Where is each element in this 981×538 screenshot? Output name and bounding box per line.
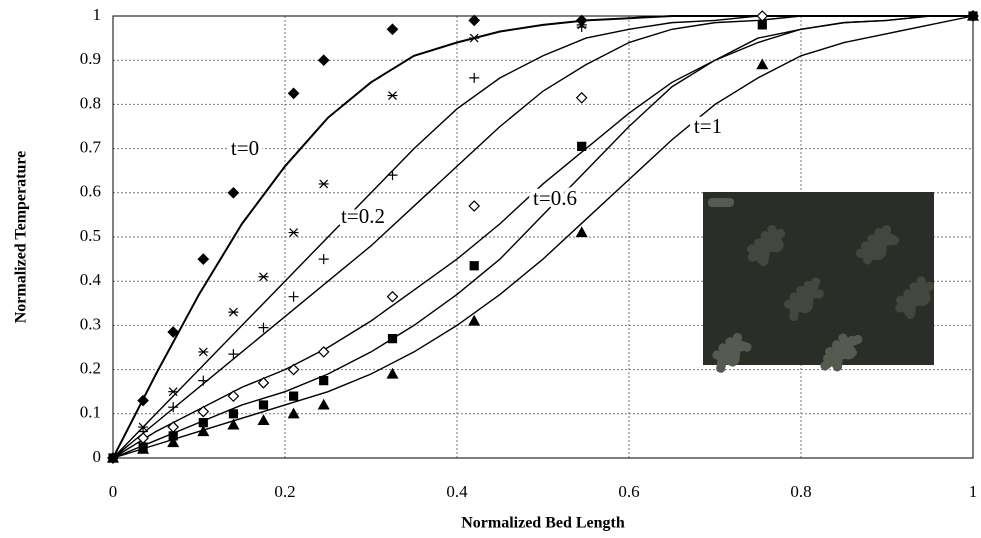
data-point [168, 431, 178, 441]
pellet [874, 228, 900, 245]
data-point [757, 20, 767, 30]
data-point [197, 425, 210, 437]
y-tick-label: 0 [93, 447, 102, 466]
y-tick-label: 0.4 [80, 270, 102, 289]
plot-frame [112, 15, 974, 459]
data-point [317, 346, 330, 358]
y-tick-label: 0.5 [80, 226, 101, 245]
data-point [227, 186, 240, 199]
data-point [469, 261, 479, 271]
data-point [287, 363, 300, 376]
data-point [198, 375, 209, 386]
y-tick-label: 0.7 [80, 138, 102, 157]
data-point [167, 436, 180, 448]
x-tick-label: 0.6 [618, 482, 639, 501]
data-point [258, 400, 269, 410]
data-point [257, 377, 270, 389]
x-axis-title: Normalized Bed Length [461, 515, 625, 532]
annotation: t=0.2 [341, 204, 385, 228]
pellet [837, 334, 863, 351]
data-point [469, 33, 480, 43]
data-point [258, 272, 269, 282]
data-point [318, 179, 329, 189]
data-point [137, 394, 149, 407]
data-point [227, 390, 240, 402]
data-point [288, 291, 299, 302]
data-point [317, 398, 330, 410]
y-tick-label: 0.2 [80, 359, 101, 378]
pellet [726, 337, 752, 352]
data-point [318, 254, 329, 265]
x-tick-label: 0.8 [790, 482, 811, 501]
inset-photo [703, 192, 934, 373]
fit-curve [112, 15, 973, 459]
annotation: t=0 [231, 136, 259, 160]
data-point [197, 405, 210, 418]
data-point [289, 391, 299, 401]
data-point [228, 349, 239, 360]
data-point [468, 200, 481, 212]
x-tick-label: 0.2 [274, 482, 295, 501]
data-point [106, 451, 120, 463]
data-point [198, 418, 208, 428]
data-point [167, 326, 180, 338]
data-point [167, 421, 180, 433]
data-point [468, 14, 481, 27]
x-tick-label: 0.4 [446, 482, 468, 501]
data-point [319, 376, 329, 386]
pellet [767, 224, 784, 250]
y-tick-label: 0.6 [80, 182, 101, 201]
data-point [575, 91, 588, 104]
fit-curve [112, 15, 974, 459]
data-point [577, 141, 587, 151]
x-tick-label: 1 [969, 482, 978, 501]
data-point [468, 314, 481, 326]
data-point [227, 418, 240, 430]
data-point [257, 414, 270, 426]
pellet [916, 276, 931, 302]
y-axis-title: Normalized Temperature [13, 151, 30, 324]
data-point [137, 442, 150, 454]
data-point [287, 407, 300, 419]
annotation: t=1 [694, 114, 722, 138]
data-point [386, 290, 399, 303]
data-point [575, 226, 588, 238]
y-tick-label: 0.3 [80, 314, 101, 333]
data-point [228, 307, 239, 317]
data-point [386, 367, 399, 379]
data-point [756, 58, 769, 70]
y-tick-label: 0.9 [80, 49, 101, 68]
data-point [228, 409, 238, 419]
data-point [288, 228, 299, 238]
y-tick-label: 0.1 [80, 403, 101, 422]
data-point [387, 170, 398, 181]
data-point [198, 347, 209, 357]
data-point [287, 87, 300, 100]
data-point [168, 402, 179, 413]
fit-curve [112, 15, 973, 459]
data-point [966, 9, 980, 21]
data-point [317, 54, 330, 67]
pellet [804, 277, 821, 303]
data-point [258, 322, 269, 333]
data-point [387, 334, 398, 344]
data-point [576, 22, 587, 33]
y-tick-label: 0.8 [80, 93, 101, 112]
annotation: t=0.6 [533, 186, 577, 210]
x-tick-label: 0 [109, 482, 118, 501]
data-point [387, 91, 398, 100]
data-point [168, 387, 179, 397]
data-point [197, 253, 210, 265]
data-point [469, 72, 480, 83]
pellet [708, 198, 734, 207]
data-point [386, 23, 399, 36]
y-tick-label: 1 [93, 5, 102, 24]
